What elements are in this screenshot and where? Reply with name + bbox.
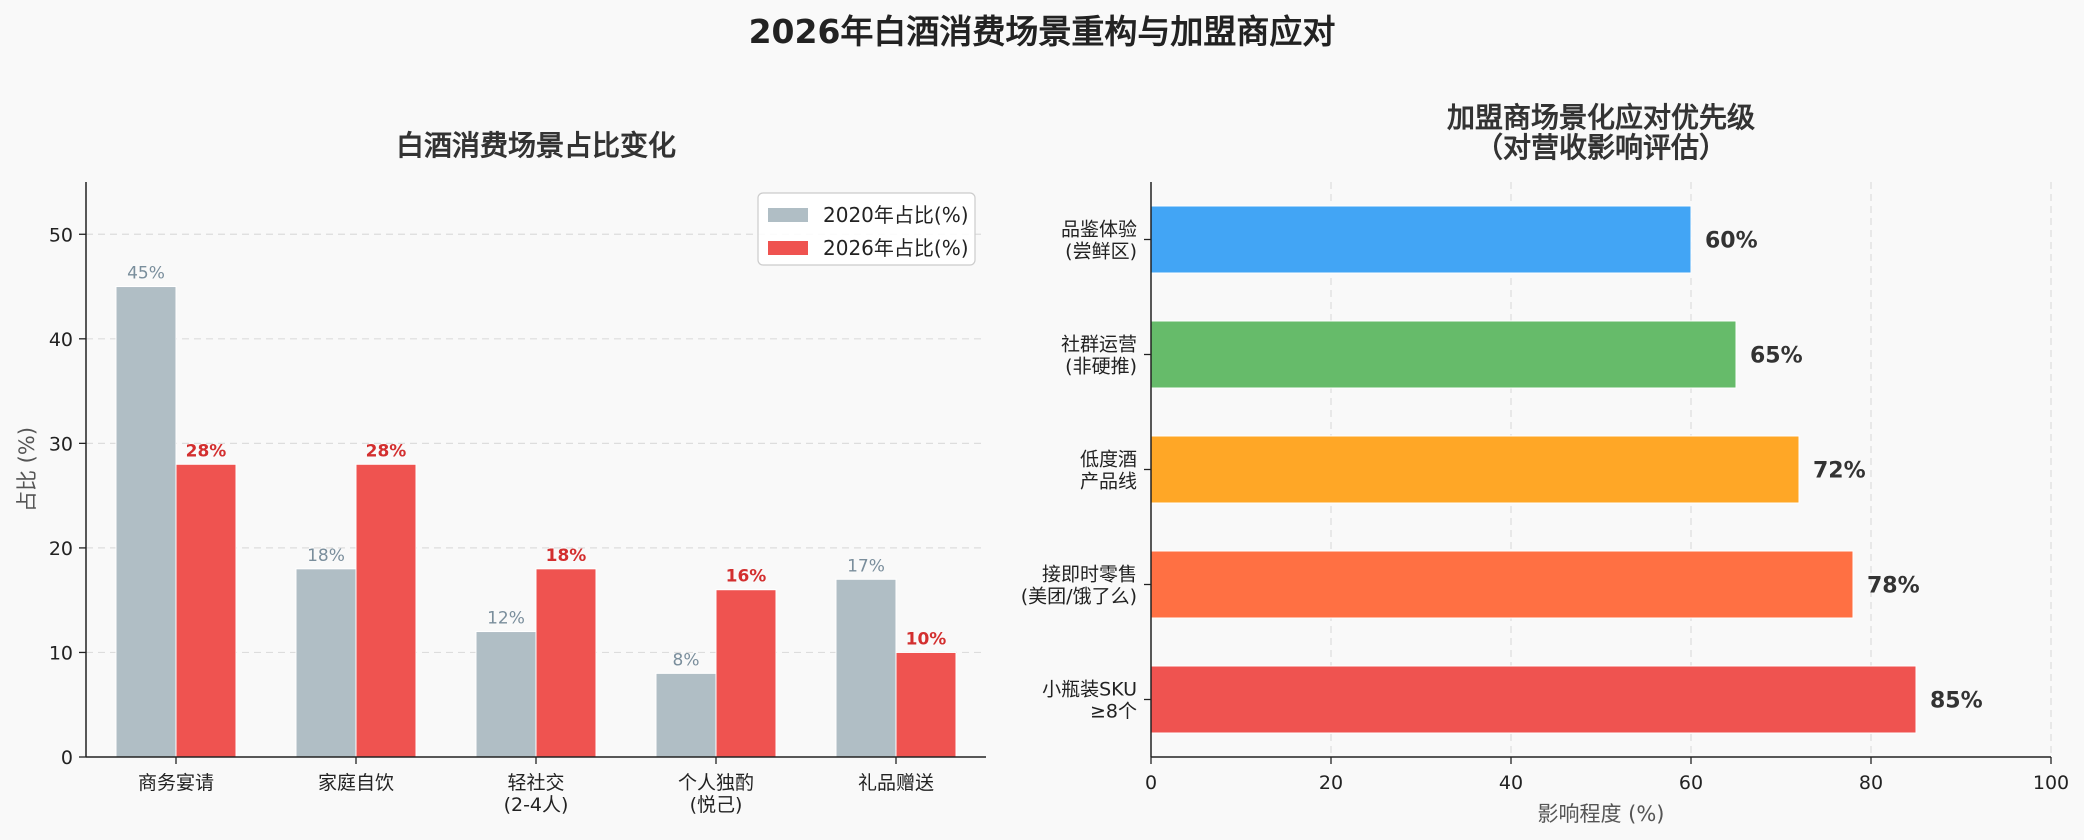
legend-box — [757, 192, 976, 266]
left-xtick-label: 商务宴请 — [138, 771, 214, 794]
left-ytick-label: 40 — [49, 329, 73, 351]
left-xtick-label-line: 轻社交 — [507, 772, 564, 794]
right-chart-title-line: （对营收影响评估） — [1475, 131, 1727, 164]
left-xtick-label: 个人独酌(悦己) — [678, 772, 754, 816]
left-xtick-label-line: 个人独酌 — [678, 772, 754, 794]
bar-2026 — [895, 651, 957, 758]
priority-bar-label: 60% — [1705, 229, 1758, 254]
bar-2026-label: 10% — [906, 629, 947, 649]
left-xtick-label: 家庭自饮 — [318, 772, 394, 794]
right-ytick-label: 低度酒产品线 — [1080, 449, 1137, 493]
right-ytick-label-line: 小瓶装SKU — [1042, 679, 1137, 701]
left-xtick-label-line: (2-4人) — [504, 794, 569, 816]
right-ytick-label: 品鉴体验(尝鲜区) — [1061, 219, 1137, 263]
bar-2026 — [535, 568, 597, 758]
right-ytick-label: 小瓶装SKU ≥8个 — [1042, 679, 1137, 723]
right-ytick-label-line: 品鉴体验 — [1061, 219, 1137, 241]
bar-2020 — [475, 631, 537, 758]
bar-2020-label: 45% — [127, 264, 165, 284]
priority-bar — [1150, 665, 1917, 734]
left-y-axis-label: 占比 (%) — [15, 427, 39, 512]
right-ytick-label-line: (美团/饿了么) — [1021, 586, 1137, 608]
right-xtick-label: 20 — [1319, 772, 1343, 794]
right-ytick-label-line: 接即时零售 — [1042, 564, 1137, 586]
left-ytick-label: 30 — [49, 433, 73, 455]
right-chart-title: 加盟商场景化应对优先级（对营收影响评估） — [1447, 101, 1755, 164]
left-xtick-label-line: 家庭自饮 — [318, 772, 394, 794]
right-ytick-label: 接即时零售(美团/饿了么) — [1021, 564, 1137, 608]
left-ytick-label: 50 — [49, 224, 73, 246]
bar-2020-label: 12% — [487, 609, 525, 629]
right-xtick-label: 80 — [1859, 772, 1883, 794]
priority-bar — [1150, 435, 1800, 504]
figure-title: 2026年白酒消费场景重构与加盟商应对 — [749, 12, 1336, 51]
left-xtick-label-line: 商务宴请 — [138, 771, 214, 794]
bar-2020-label: 18% — [307, 546, 345, 566]
bar-2026-label: 28% — [186, 441, 227, 461]
right-xtick-label: 100 — [2033, 772, 2069, 794]
legend-swatch — [768, 208, 808, 222]
left-xtick-label-line: (悦己) — [690, 794, 743, 816]
bar-2020-label: 8% — [673, 650, 700, 670]
right-ytick-label-line: 社群运营 — [1061, 334, 1137, 356]
bar-2020-label: 17% — [847, 556, 885, 576]
bar-2026 — [355, 463, 417, 758]
right-x-axis-label: 影响程度 (%) — [1537, 802, 1664, 826]
left-ytick-label: 20 — [49, 538, 73, 560]
priority-bar-label: 85% — [1930, 689, 1983, 714]
right-ytick-label-line: (尝鲜区) — [1065, 241, 1137, 263]
right-xtick-label: 40 — [1499, 772, 1523, 794]
priority-bar-label: 78% — [1867, 574, 1920, 599]
bar-2026-label: 28% — [366, 441, 407, 461]
bar-2020 — [835, 578, 897, 758]
dealer-priority-chart: 加盟商场景化应对优先级（对营收影响评估） 0 20 40 60 80 100 影响程度 (%)… — [1021, 101, 2069, 826]
right-ytick-label-line: 低度酒 — [1080, 449, 1137, 471]
priority-bar — [1150, 205, 1692, 274]
priority-bar — [1150, 320, 1737, 389]
bar-2026 — [175, 463, 237, 758]
bar-2026 — [715, 589, 777, 758]
bar-2026-label: 18% — [546, 546, 587, 566]
bar-2020 — [295, 568, 357, 758]
left-ytick-label: 10 — [49, 642, 73, 664]
right-ytick-label-line: ≥8个 — [1090, 701, 1137, 723]
bar-2020 — [655, 672, 717, 758]
bar-2020 — [115, 286, 177, 758]
left-xtick-label: 礼品赠送 — [858, 772, 934, 794]
priority-bar — [1150, 550, 1854, 619]
right-xtick-label: 60 — [1679, 772, 1703, 794]
priority-bar-label: 72% — [1813, 459, 1866, 484]
scene-share-chart: 白酒消费场景占比变化 0 10 20 30 40 50 占比 (%) 45% 28% 商务宴请 18%… — [15, 129, 986, 816]
legend-label: 2020年占比(%) — [823, 203, 969, 227]
left-xtick-label: 轻社交(2-4人) — [504, 772, 569, 816]
bar-2026-label: 16% — [726, 567, 767, 587]
left-ytick-label: 0 — [61, 747, 73, 769]
priority-bar-label: 65% — [1750, 344, 1803, 369]
legend-swatch — [768, 241, 808, 255]
right-ytick-label-line: (非硬推) — [1065, 356, 1137, 378]
right-chart-title-line: 加盟商场景化应对优先级 — [1447, 101, 1755, 134]
right-xtick-label: 0 — [1145, 772, 1157, 794]
left-xtick-label-line: 礼品赠送 — [858, 772, 934, 794]
right-ytick-label: 社群运营(非硬推) — [1061, 334, 1137, 378]
legend-label: 2026年占比(%) — [823, 236, 969, 260]
left-chart-title: 白酒消费场景占比变化 — [396, 129, 676, 162]
right-ytick-label-line: 产品线 — [1080, 471, 1137, 493]
